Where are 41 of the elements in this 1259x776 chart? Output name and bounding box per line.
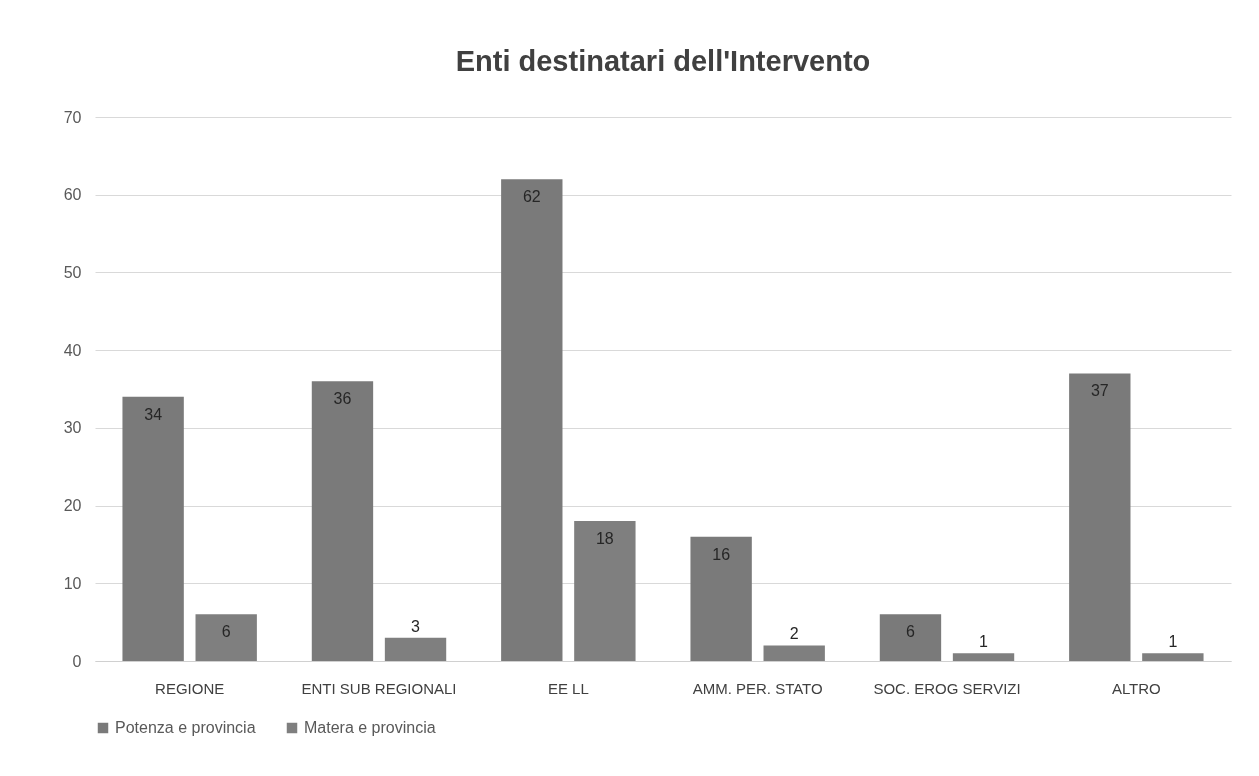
bar bbox=[122, 396, 184, 661]
x-tick-label: REGIONE bbox=[155, 679, 225, 697]
y-tick-label: 50 bbox=[63, 263, 82, 281]
x-tick-label: SOC. EROG SERVIZI bbox=[873, 679, 1021, 697]
data-label: 34 bbox=[144, 405, 163, 423]
bar bbox=[195, 614, 257, 661]
data-label: 36 bbox=[333, 390, 352, 408]
data-label: 18 bbox=[595, 530, 614, 548]
x-tick-label: ENTI SUB REGIONALI bbox=[301, 679, 457, 697]
y-tick-label: 60 bbox=[63, 186, 82, 204]
legend-label: Potenza e provincia bbox=[115, 719, 256, 736]
bar bbox=[501, 179, 563, 661]
y-tick-label: 70 bbox=[63, 108, 82, 126]
bar bbox=[574, 521, 636, 661]
data-label: 1 bbox=[979, 633, 989, 651]
y-tick-label: 30 bbox=[63, 419, 82, 437]
x-tick-label: AMM. PER. STATO bbox=[692, 679, 823, 697]
bar bbox=[1142, 653, 1204, 661]
y-tick-label: 0 bbox=[72, 652, 82, 670]
data-label: 2 bbox=[789, 625, 799, 643]
bar bbox=[879, 614, 942, 661]
legend-label: Matera e provincia bbox=[304, 719, 436, 736]
data-label: 37 bbox=[1090, 382, 1109, 400]
y-tick-label: 40 bbox=[63, 341, 82, 359]
x-tick-label: EE LL bbox=[547, 679, 589, 697]
data-label: 62 bbox=[522, 188, 541, 206]
chart-title: Enti destinatari dell'Intervento bbox=[455, 45, 871, 77]
data-label: 16 bbox=[712, 545, 731, 563]
bar bbox=[690, 536, 752, 661]
data-label: 6 bbox=[221, 623, 231, 641]
bar bbox=[952, 653, 1015, 661]
data-label: 3 bbox=[411, 617, 421, 635]
bar bbox=[1069, 373, 1131, 661]
y-tick-label: 10 bbox=[63, 574, 82, 592]
x-tick-label: ALTRO bbox=[1111, 679, 1161, 697]
data-label: 1 bbox=[1168, 633, 1178, 651]
bar bbox=[384, 637, 447, 661]
y-tick-label: 20 bbox=[63, 497, 82, 515]
data-label: 6 bbox=[906, 623, 916, 641]
bar bbox=[763, 645, 825, 661]
bar bbox=[311, 381, 374, 661]
